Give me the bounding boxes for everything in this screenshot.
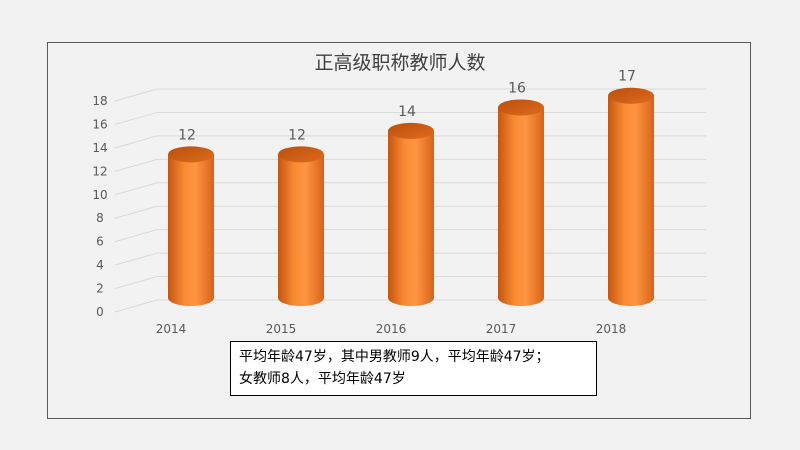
y-tick-label: 8 (96, 211, 104, 225)
x-tick-label: 2017 (486, 322, 517, 336)
y-tick-label: 14 (92, 141, 107, 155)
data-label: 12 (288, 127, 306, 143)
bars: 12 12 14 16 17 (168, 69, 654, 306)
chart-title: 正高级职称教师人数 (314, 52, 486, 74)
y-tick-label: 12 (92, 164, 107, 178)
data-label: 16 (508, 80, 526, 96)
bar (278, 146, 324, 306)
summary-note-line-1: 平均年龄47岁，其中男教师9人，平均年龄47岁； (239, 349, 550, 365)
bar (498, 99, 544, 306)
y-tick-label: 0 (96, 305, 104, 319)
y-tick-label: 16 (92, 117, 107, 131)
x-tick-label: 2016 (376, 322, 407, 336)
x-tick-label: 2014 (156, 322, 187, 336)
summary-note: 平均年龄47岁，其中男教师9人，平均年龄47岁； 女教师8人，平均年龄47岁 (230, 341, 597, 396)
data-label: 12 (178, 127, 196, 143)
bar (388, 122, 434, 306)
data-label: 14 (398, 104, 416, 120)
y-tick-label: 10 (92, 188, 107, 202)
x-axis-ticks: 2014 2015 2016 2017 2018 (156, 322, 627, 336)
bar (608, 87, 654, 306)
y-axis-ticks: 0 2 4 6 8 10 12 14 16 18 (92, 94, 107, 319)
bar (168, 146, 214, 306)
y-tick-label: 18 (92, 94, 107, 108)
gridline (114, 88, 706, 102)
y-tick-label: 6 (96, 235, 104, 249)
x-tick-label: 2018 (596, 322, 627, 336)
y-tick-label: 4 (96, 258, 104, 272)
summary-note-line-2: 女教师8人，平均年龄47岁 (239, 371, 406, 387)
data-label: 17 (618, 69, 636, 85)
x-tick-label: 2015 (266, 322, 297, 336)
y-tick-label: 2 (96, 282, 104, 296)
